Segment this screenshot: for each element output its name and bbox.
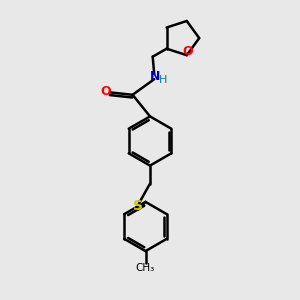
- Text: CH₃: CH₃: [136, 263, 155, 273]
- Text: S: S: [133, 200, 143, 213]
- Text: N: N: [150, 70, 160, 83]
- Text: H: H: [159, 75, 167, 85]
- Text: O: O: [100, 85, 111, 98]
- Text: O: O: [182, 45, 193, 58]
